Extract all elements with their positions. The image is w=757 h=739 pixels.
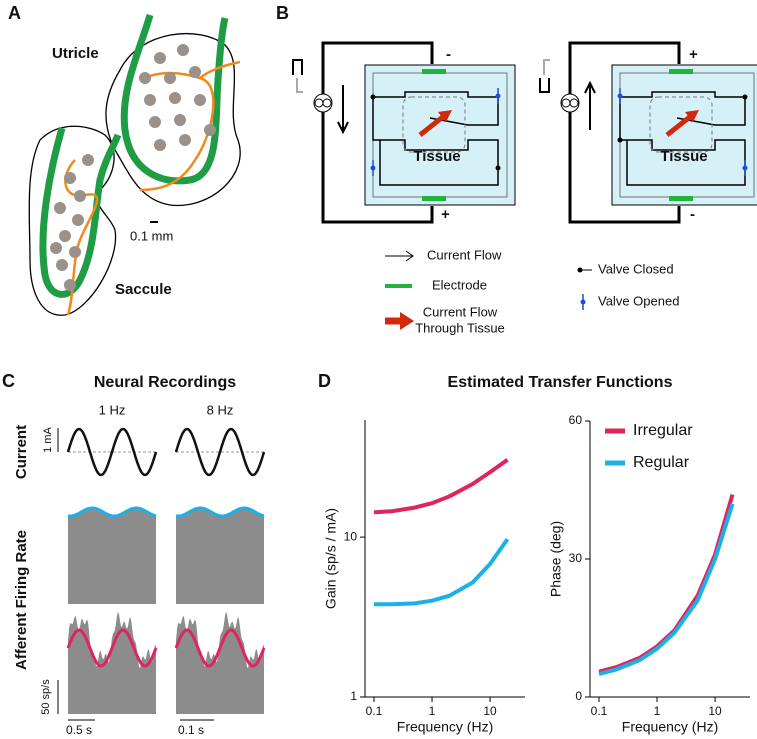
circuit (292, 41, 516, 224)
orange-line (64, 159, 99, 316)
current-trace (174, 427, 266, 477)
x-tick-label: 1 (429, 704, 436, 718)
rate-area (176, 611, 264, 714)
scale-label: 0.1 s (178, 723, 204, 737)
panel-c: C Neural Recordings 1 Hz 8 Hz Current Af… (2, 371, 266, 737)
rate-area (68, 508, 156, 604)
series-line (598, 503, 735, 676)
y-axis-label: Gain (sp/s / mA) (323, 508, 339, 609)
y-tick-label: 60 (569, 413, 583, 427)
striola (120, 14, 229, 185)
y-tick-label: 1 (350, 689, 357, 703)
panel-label: A (8, 3, 21, 23)
x-tick-label: 1 (654, 704, 661, 718)
panel-label: C (2, 371, 15, 391)
y-axis-label: Phase (deg) (548, 521, 564, 597)
x-tick-label: 10 (483, 704, 497, 718)
rate-area (176, 508, 264, 604)
legend-label: Valve Opened (598, 293, 679, 308)
scale-label: 50 sp/s (40, 679, 52, 715)
scale-label: 0.5 s (66, 723, 92, 737)
panel-title: Estimated Transfer Functions (448, 374, 673, 391)
series-line (374, 538, 510, 607)
series-line (373, 458, 509, 515)
freq-label: 8 Hz (207, 402, 234, 417)
utricle-label: Utricle (52, 45, 99, 62)
saccule-label: Saccule (115, 281, 172, 298)
legend-label: Through Tissue (415, 320, 505, 335)
electrode-sign: - (446, 46, 451, 63)
y-tick-label: 10 (344, 529, 358, 543)
freq-label: 1 Hz (99, 402, 126, 417)
panel-d: D Estimated Transfer Functions (318, 371, 673, 391)
x-tick-label: 0.1 (591, 704, 608, 718)
row-label: Afferent Firing Rate (13, 530, 30, 670)
legend-label: Electrode (432, 277, 487, 292)
electrode-sign: - (690, 206, 695, 223)
circuit (539, 41, 757, 224)
legend-label: Regular (633, 454, 690, 471)
legend-label: Current Flow (423, 304, 498, 319)
current-trace (66, 427, 158, 477)
y-tick-label: 30 (569, 551, 583, 565)
rate-area (68, 611, 156, 714)
x-axis-label: Frequency (Hz) (397, 719, 493, 735)
panel-label: D (318, 371, 331, 391)
panel-b: B (276, 3, 757, 335)
rate-fit (67, 506, 157, 518)
striola (39, 127, 122, 298)
hair-cells (50, 44, 216, 291)
tissue-label: Tissue (413, 148, 460, 165)
tissue-label: Tissue (660, 148, 707, 165)
rate-fit (175, 506, 265, 518)
x-tick-label: 0.1 (366, 704, 383, 718)
x-axis-label: Frequency (Hz) (622, 719, 718, 735)
orange-line (139, 60, 241, 192)
panel-title: Neural Recordings (94, 374, 236, 391)
rate-fit (66, 628, 158, 668)
legend-label: Irregular (633, 422, 693, 439)
legend-label: Current Flow (427, 247, 502, 262)
series-line (598, 494, 735, 674)
saccule-outline (28, 125, 117, 316)
electrode-sign: + (689, 46, 698, 63)
legend-arrow (385, 250, 414, 262)
scale-label: 0.1 mm (130, 228, 173, 243)
legend-label: Valve Closed (598, 261, 674, 276)
x-tick-label: 10 (708, 704, 722, 718)
row-label: Current (13, 425, 30, 479)
electrode-sign: + (441, 206, 450, 223)
rate-fit (174, 628, 266, 668)
y-tick-label: 0 (575, 689, 582, 703)
panel-a: A Utricle Saccule 0.1 mm (8, 3, 241, 316)
panel-label: B (276, 3, 289, 23)
scale-label: 1 mA (42, 427, 54, 453)
